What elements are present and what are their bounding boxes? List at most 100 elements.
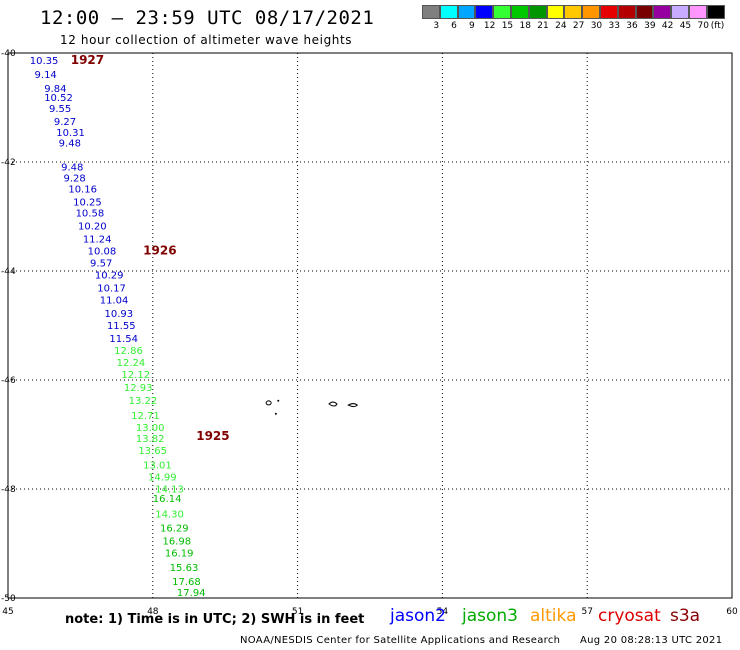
color-swatch xyxy=(653,5,672,19)
x-tick-label: 60 xyxy=(726,607,738,617)
x-tick-label: 51 xyxy=(292,607,303,617)
color-scale-label: 9 xyxy=(468,21,475,31)
legend-item-jason2: jason2 xyxy=(390,606,446,626)
color-swatch xyxy=(439,5,458,19)
color-swatch xyxy=(528,5,547,19)
island-outline xyxy=(347,403,359,408)
swh-label: 11.04 xyxy=(100,296,129,307)
swh-label: 9.27 xyxy=(54,117,76,128)
y-tick-label: -40 xyxy=(1,49,16,59)
x-tick-label: 45 xyxy=(2,607,13,617)
y-tick-label: -44 xyxy=(1,267,16,277)
y-tick-label: -50 xyxy=(1,594,16,604)
pass-label: 1927 xyxy=(71,53,104,67)
swh-label: 9.84 xyxy=(44,84,66,95)
color-scale-label: 21 xyxy=(537,21,549,31)
color-swatch xyxy=(546,5,565,19)
color-scale-label: 42 xyxy=(661,21,674,31)
swh-label: 10.93 xyxy=(105,309,134,320)
swh-label: 14.30 xyxy=(155,509,184,520)
color-scale-label: 36 xyxy=(626,21,638,31)
swh-label: 9.28 xyxy=(64,174,86,185)
y-tick-label: -48 xyxy=(1,485,16,495)
color-scale-label: 6 xyxy=(451,21,457,31)
swh-label: 16.98 xyxy=(162,537,191,548)
color-swatch xyxy=(706,5,725,19)
y-tick-label: -46 xyxy=(1,376,16,386)
swh-label: 11.54 xyxy=(109,334,138,345)
credit-text: NOAA/NESDIS Center for Satellite Applica… xyxy=(240,635,561,646)
color-scale-label: 24 xyxy=(555,21,567,31)
legend-item-jason3: jason3 xyxy=(462,606,518,626)
swh-label: 9.48 xyxy=(59,139,81,150)
color-scale-label: 12 xyxy=(483,21,496,31)
swh-label: 12.86 xyxy=(114,346,143,357)
swh-label: 11.55 xyxy=(107,321,136,332)
color-swatch xyxy=(688,5,707,19)
credit-line: NOAA/NESDIS Center for Satellite Applica… xyxy=(240,635,722,646)
swh-label: 10.25 xyxy=(73,198,102,209)
x-tick-label: 57 xyxy=(581,607,592,617)
color-swatch xyxy=(635,5,654,19)
color-swatch xyxy=(510,5,529,19)
swh-label: 17.68 xyxy=(172,577,201,588)
color-scale-label: 18 xyxy=(519,21,531,31)
swh-label: 10.35 xyxy=(30,56,59,67)
swh-label: 10.20 xyxy=(78,222,107,233)
island-outline xyxy=(274,412,277,415)
page-subtitle: 12 hour collection of altimeter wave hei… xyxy=(60,33,353,47)
swh-label: 16.19 xyxy=(165,549,194,560)
swh-label: 10.17 xyxy=(97,284,126,295)
color-swatch xyxy=(475,5,494,19)
swh-label: 11.24 xyxy=(83,235,112,246)
color-swatch xyxy=(493,5,511,19)
legend-item-altika: altika xyxy=(530,606,577,626)
island-outline xyxy=(265,400,272,406)
color-scale-label: 39 xyxy=(644,21,656,31)
page-title: 12:00 – 23:59 UTC 08/17/2021 xyxy=(40,7,375,29)
swh-label: 10.08 xyxy=(88,247,117,258)
swh-label: 10.58 xyxy=(76,209,105,220)
swh-label: 13.22 xyxy=(129,396,158,407)
note-text: note: 1) Time is in UTC; 2) SWH is in fe… xyxy=(65,612,365,627)
swh-label: 13.01 xyxy=(143,460,172,471)
swh-label: 14.99 xyxy=(148,472,177,483)
map-frame xyxy=(7,52,733,599)
timestamp-text: Aug 20 08:28:13 UTC 2021 xyxy=(580,635,723,646)
island-outline xyxy=(328,401,338,407)
swh-label: 14.13 xyxy=(155,484,184,495)
color-scale-bar xyxy=(422,5,725,19)
x-tick-label: 54 xyxy=(437,607,449,617)
swh-label: 12.24 xyxy=(117,358,146,369)
swh-label: 12.71 xyxy=(131,411,160,422)
swh-label: 17.94 xyxy=(177,588,206,599)
swh-label: 12.12 xyxy=(121,370,150,381)
legend-item-cryosat: cryosat xyxy=(598,606,661,626)
swh-label: 10.52 xyxy=(44,93,73,104)
color-swatch xyxy=(564,5,583,19)
island-outline xyxy=(277,399,280,402)
color-scale-label: 33 xyxy=(608,21,620,31)
color-swatch xyxy=(617,5,636,19)
swh-label: 16.14 xyxy=(153,494,182,505)
y-tick-label: -42 xyxy=(1,158,16,168)
color-scale-label: (ft) xyxy=(710,21,725,31)
swh-label: 12.93 xyxy=(124,383,153,394)
swh-label: 10.31 xyxy=(56,128,85,139)
swh-label: 9.14 xyxy=(35,70,57,81)
color-scale-label: 45 xyxy=(679,21,692,31)
color-scale-label: 70 xyxy=(697,21,709,31)
color-swatch xyxy=(422,5,440,19)
color-scale-label: 15 xyxy=(501,21,514,31)
x-tick-label: 48 xyxy=(147,607,159,617)
swh-label: 9.57 xyxy=(90,259,112,270)
pass-label: 1926 xyxy=(143,244,176,258)
swh-label: 10.16 xyxy=(68,185,97,196)
color-swatch xyxy=(457,5,476,19)
swh-label: 13.00 xyxy=(136,423,165,434)
swh-label: 9.55 xyxy=(49,104,71,115)
color-scale-labels: 3 6 9 12 15 18 21 24 27 30 33 36 39 42 45 70 (ft) xyxy=(422,21,732,33)
swh-label: 15.63 xyxy=(170,563,199,574)
swh-label: 10.29 xyxy=(95,271,124,282)
